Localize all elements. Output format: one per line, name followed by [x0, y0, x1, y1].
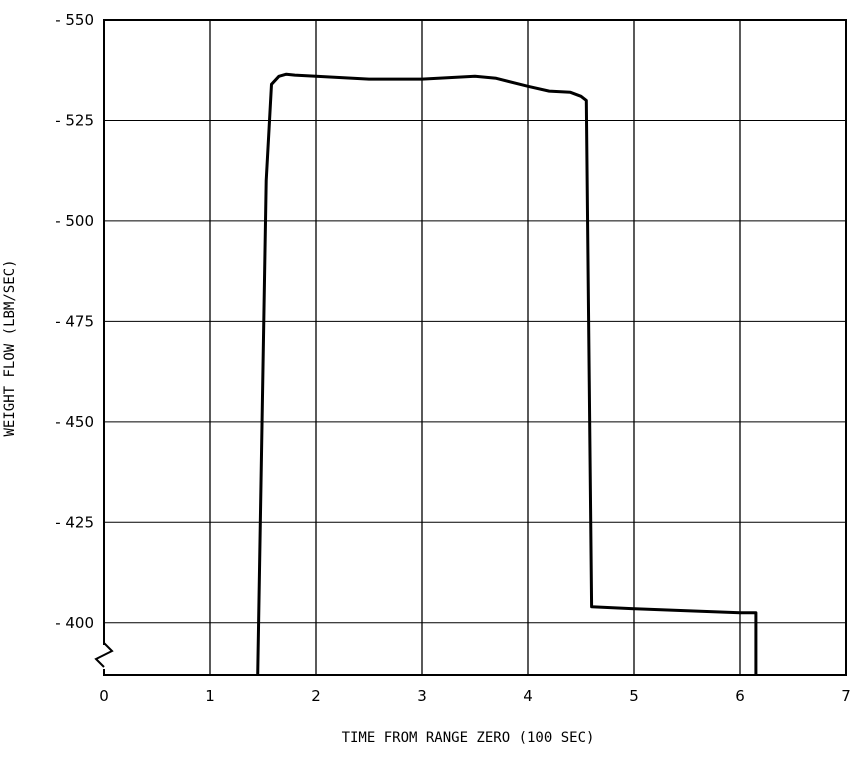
grid-lines — [104, 20, 846, 675]
x-tick-label: 7 — [841, 687, 851, 705]
series-layer — [256, 72, 758, 676]
x-tick-label: 2 — [311, 687, 321, 705]
axis-break-gap — [101, 645, 107, 669]
y-tick-label: - 450 — [55, 413, 94, 431]
x-tick-label: 1 — [205, 687, 215, 705]
x-tick-label: 6 — [735, 687, 745, 705]
y-tick-label: - 475 — [55, 312, 94, 330]
x-tick-labels: 0 1 2 3 4 5 6 7 — [99, 687, 851, 705]
x-tick-label: 5 — [629, 687, 639, 705]
x-axis-title: TIME FROM RANGE ZERO (100 SEC) — [342, 730, 595, 746]
y-tick-labels: - 400 - 425 - 450 - 475 - 500 - 525 - 550 — [55, 11, 94, 632]
series-line — [256, 72, 758, 676]
x-tick-label: 0 — [99, 687, 109, 705]
y-axis-title: WEIGHT FLOW (LBM/SEC) — [2, 259, 18, 436]
x-tick-label: 3 — [417, 687, 427, 705]
axis-break-layer — [94, 642, 114, 669]
axis-break-zigzag — [94, 642, 114, 668]
plot-frame — [103, 19, 847, 676]
y-tick-label: - 550 — [55, 11, 94, 29]
y-tick-label: - 500 — [55, 212, 94, 230]
y-tick-label: - 400 — [55, 614, 94, 632]
y-tick-label: - 525 — [55, 111, 94, 129]
x-tick-label: 4 — [523, 687, 533, 705]
y-tick-label: - 425 — [55, 513, 94, 531]
